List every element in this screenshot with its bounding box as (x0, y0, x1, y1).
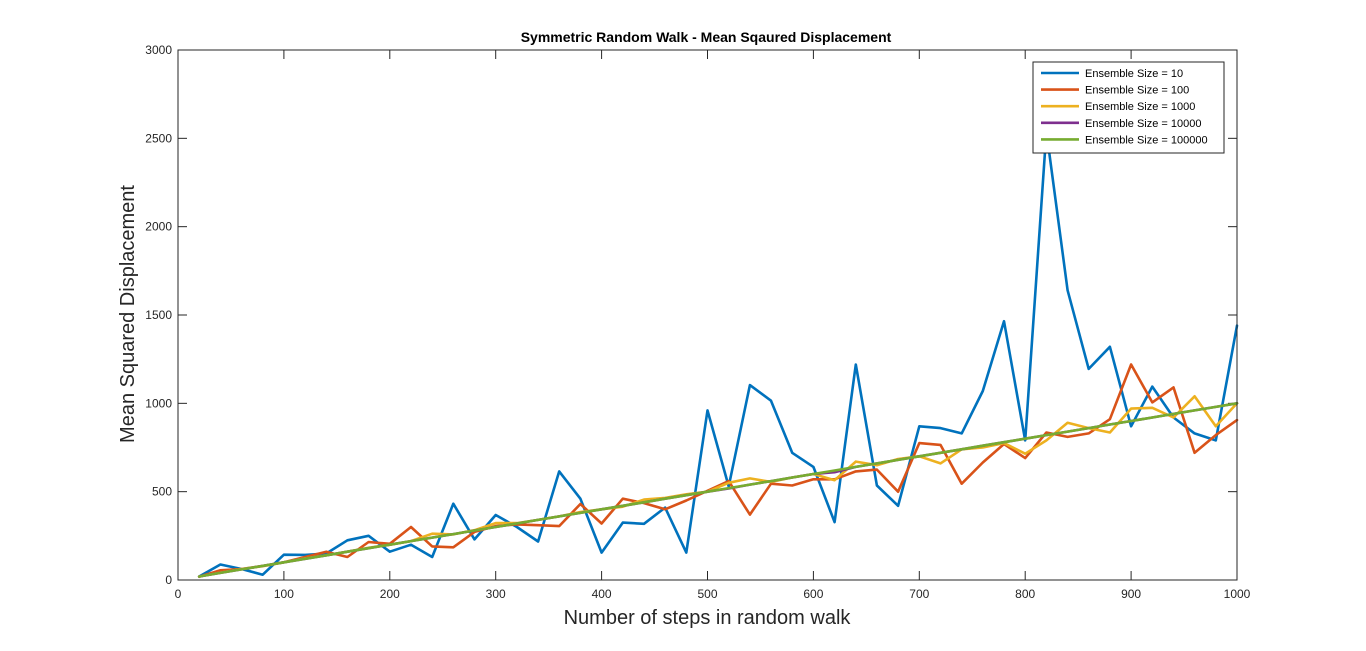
x-tick-label: 800 (1015, 587, 1035, 601)
x-tick-label: 600 (803, 587, 823, 601)
y-tick-label: 1500 (145, 308, 172, 322)
y-tick-label: 1000 (145, 396, 172, 410)
y-axis-label: Mean Squared Displacement (117, 185, 139, 443)
legend-entry-4: Ensemble Size = 10000 (1085, 118, 1202, 130)
y-tick-label: 0 (165, 573, 172, 587)
x-tick-label: 0 (175, 587, 182, 601)
x-tick-label: 700 (909, 587, 929, 601)
y-tick-label: 500 (152, 485, 172, 499)
y-tick-label: 2000 (145, 220, 172, 234)
x-tick-label: 400 (592, 587, 612, 601)
y-tick-label: 2500 (145, 131, 172, 145)
x-tick-label: 900 (1121, 587, 1141, 601)
x-tick-label: 1000 (1224, 587, 1251, 601)
chart-title: Symmetric Random Walk - Mean Sqaured Dis… (521, 29, 892, 45)
x-tick-label: 300 (486, 587, 506, 601)
legend-entry-1: Ensemble Size = 10 (1085, 68, 1183, 80)
legend-entry-3: Ensemble Size = 1000 (1085, 101, 1195, 113)
legend-entry-5: Ensemble Size = 100000 (1085, 134, 1208, 146)
series-line-5 (197, 401, 1239, 578)
series-line-1 (197, 130, 1239, 578)
legend-entry-2: Ensemble Size = 100 (1085, 85, 1189, 97)
y-tick-label: 3000 (145, 43, 172, 57)
x-tick-label: 200 (380, 587, 400, 601)
legend-box (1032, 61, 1225, 154)
x-tick-label: 100 (274, 587, 294, 601)
legend: Ensemble Size = 10 Ensemble Size = 100 Ens… (1032, 61, 1225, 154)
plot-frame (177, 49, 1238, 581)
x-axis-label: Number of steps in random walk (564, 607, 852, 629)
x-tick-label: 500 (697, 587, 717, 601)
